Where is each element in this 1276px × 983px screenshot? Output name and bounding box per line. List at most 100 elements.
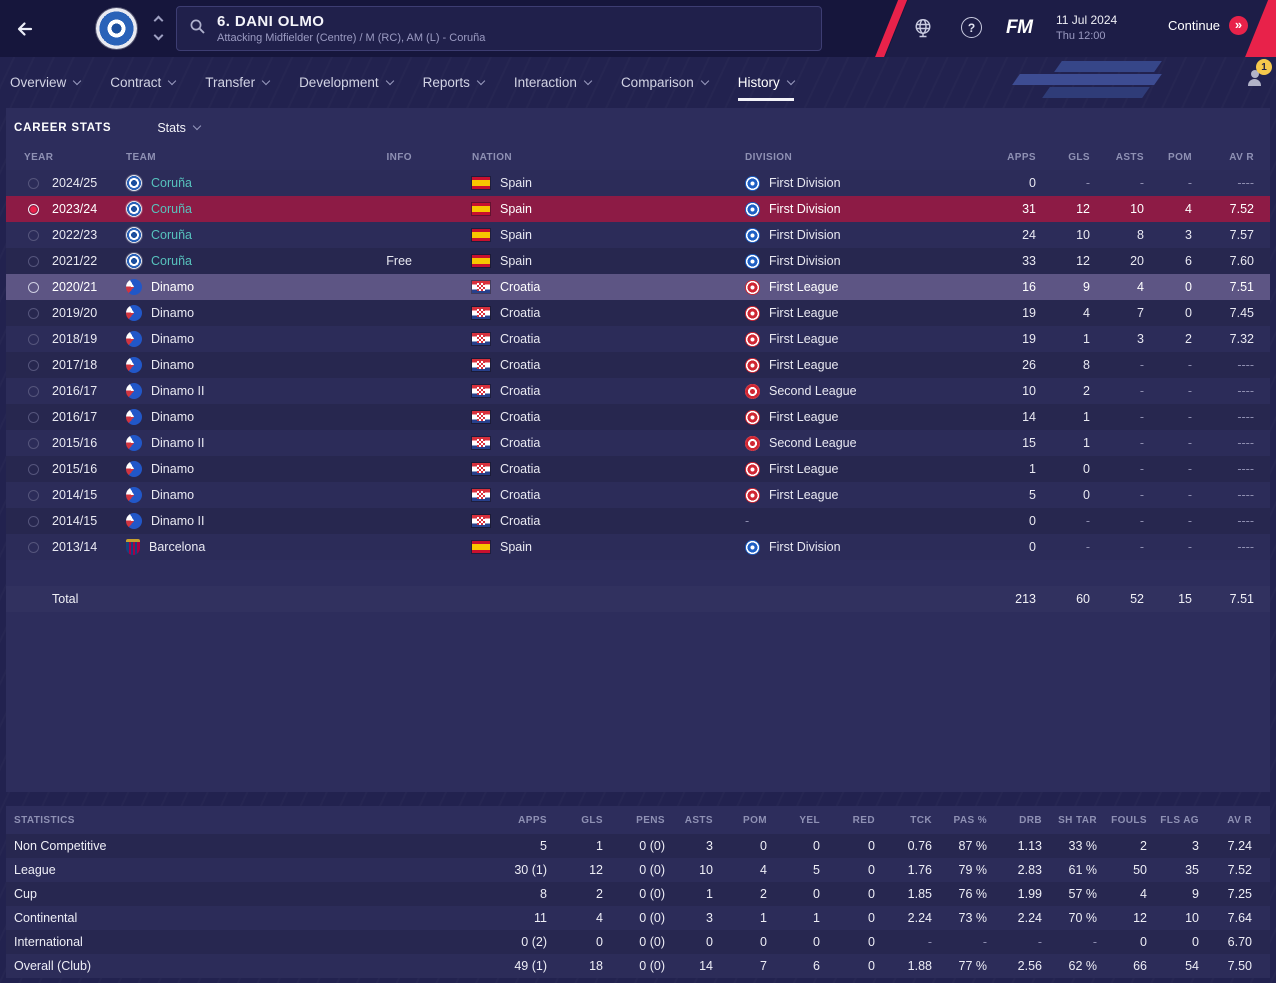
row-nation-name[interactable]: Croatia xyxy=(500,436,541,450)
row-team-name[interactable]: Coruña xyxy=(151,202,192,216)
row-radio[interactable] xyxy=(27,177,39,189)
row-radio[interactable] xyxy=(27,307,39,319)
row-nation-name[interactable]: Croatia xyxy=(500,488,541,502)
col-tck[interactable]: TCK xyxy=(910,814,932,826)
player-search-bar[interactable]: 6. DANI OLMO Attacking Midfielder (Centr… xyxy=(176,6,822,51)
col-asts[interactable]: ASTS xyxy=(1115,151,1144,163)
row-division-name[interactable]: First Division xyxy=(769,254,841,268)
row-nation-name[interactable]: Spain xyxy=(500,254,532,268)
col-info[interactable]: INFO xyxy=(386,151,412,163)
career-table-row[interactable]: 2014/15 Dinamo Croatia First League 5 0 … xyxy=(6,482,1270,508)
col-flsag[interactable]: FLS AG xyxy=(1160,814,1199,826)
stats-filter-dropdown[interactable]: Stats xyxy=(157,121,202,135)
col-apps[interactable]: APPS xyxy=(518,814,547,826)
col-pom[interactable]: POM xyxy=(1168,151,1192,163)
row-radio[interactable] xyxy=(27,359,39,371)
career-table-row[interactable]: 2015/16 Dinamo Croatia First League 1 0 … xyxy=(6,456,1270,482)
col-avr[interactable]: AV R xyxy=(1227,814,1252,826)
col-fouls[interactable]: FOULS xyxy=(1111,814,1147,826)
row-division-name[interactable]: First League xyxy=(769,462,839,476)
world-icon[interactable] xyxy=(911,16,935,45)
career-table-row[interactable]: 2013/14 Barcelona Spain First Division 0… xyxy=(6,534,1270,560)
row-team-name[interactable]: Dinamo xyxy=(151,410,195,424)
nav-tab-overview[interactable]: Overview xyxy=(10,57,82,108)
row-division-name[interactable]: First Division xyxy=(769,540,841,554)
row-radio[interactable] xyxy=(27,203,39,215)
col-division[interactable]: DIVISION xyxy=(745,151,793,163)
row-nation-name[interactable]: Croatia xyxy=(500,514,541,528)
row-nation-name[interactable]: Croatia xyxy=(500,410,541,424)
row-nation-name[interactable]: Spain xyxy=(500,228,532,242)
nav-tab-development[interactable]: Development xyxy=(299,57,394,108)
row-radio[interactable] xyxy=(27,255,39,267)
nav-tab-history[interactable]: History xyxy=(737,57,795,108)
row-division-name[interactable]: First League xyxy=(769,280,839,294)
row-division-name[interactable]: First Division xyxy=(769,176,841,190)
row-division-name[interactable]: First League xyxy=(769,306,839,320)
row-team-name[interactable]: Dinamo xyxy=(151,462,195,476)
row-division-name[interactable]: Second League xyxy=(769,436,857,450)
chevron-down-icon[interactable] xyxy=(153,30,164,41)
col-yel[interactable]: YEL xyxy=(799,814,820,826)
row-division-name[interactable]: First Division xyxy=(769,202,841,216)
col-pens[interactable]: PENS xyxy=(636,814,665,826)
career-table-row[interactable]: 2014/15 Dinamo II Croatia - 0 - - - ---- xyxy=(6,508,1270,534)
career-table-row[interactable]: 2016/17 Dinamo Croatia First League 14 1… xyxy=(6,404,1270,430)
stats-table-row[interactable]: Continental 11 4 0 (0) 3 1 1 0 2.24 73 % 2.24 70 %… xyxy=(6,906,1270,930)
row-division-name[interactable]: First League xyxy=(769,358,839,372)
row-division-name[interactable]: First Division xyxy=(769,228,841,242)
col-avr[interactable]: AV R xyxy=(1229,151,1254,163)
row-team-name[interactable]: Dinamo II xyxy=(151,514,205,528)
row-division-name[interactable]: Second League xyxy=(769,384,857,398)
col-year[interactable]: YEAR xyxy=(24,151,54,163)
row-nation-name[interactable]: Croatia xyxy=(500,358,541,372)
col-nation[interactable]: NATION xyxy=(472,151,512,163)
row-team-name[interactable]: Coruña xyxy=(151,176,192,190)
stats-table-row[interactable]: Overall (Club) 49 (1) 18 0 (0) 14 7 6 0 1.88 77 … xyxy=(6,954,1270,978)
career-table-row[interactable]: 2016/17 Dinamo II Croatia Second League … xyxy=(6,378,1270,404)
row-radio[interactable] xyxy=(27,281,39,293)
player-cycle-arrows[interactable] xyxy=(153,15,164,41)
col-gls[interactable]: GLS xyxy=(1068,151,1090,163)
nav-tab-contract[interactable]: Contract xyxy=(110,57,177,108)
row-nation-name[interactable]: Spain xyxy=(500,202,532,216)
row-division-name[interactable]: First League xyxy=(769,332,839,346)
row-radio[interactable] xyxy=(27,437,39,449)
row-team-name[interactable]: Coruña xyxy=(151,254,192,268)
row-nation-name[interactable]: Croatia xyxy=(500,332,541,346)
col-red[interactable]: RED xyxy=(852,814,875,826)
row-radio[interactable] xyxy=(27,385,39,397)
col-gls[interactable]: GLS xyxy=(581,814,603,826)
career-table-row[interactable]: 2018/19 Dinamo Croatia First League 19 1… xyxy=(6,326,1270,352)
row-radio[interactable] xyxy=(27,463,39,475)
help-icon[interactable]: ? xyxy=(961,17,982,38)
stats-table-row[interactable]: Cup 8 2 0 (0) 1 2 0 0 1.85 76 % 1.99 57 % 4 9 7.25 xyxy=(6,882,1270,906)
career-table-row[interactable]: 2022/23 Coruña Spain First Division 24 1… xyxy=(6,222,1270,248)
col-statistics[interactable]: STATISTICS xyxy=(14,814,75,826)
career-table-row[interactable]: 2020/21 Dinamo Croatia First League 16 9… xyxy=(6,274,1270,300)
nav-tab-interaction[interactable]: Interaction xyxy=(514,57,593,108)
career-table-row[interactable]: 2024/25 Coruña Spain First Division 0 - … xyxy=(6,170,1270,196)
col-team[interactable]: TEAM xyxy=(126,151,156,163)
row-nation-name[interactable]: Croatia xyxy=(500,280,541,294)
row-team-name[interactable]: Dinamo II xyxy=(151,384,205,398)
nav-tab-reports[interactable]: Reports xyxy=(423,57,486,108)
row-radio[interactable] xyxy=(27,229,39,241)
row-radio[interactable] xyxy=(27,489,39,501)
row-nation-name[interactable]: Croatia xyxy=(500,306,541,320)
notification-icon[interactable]: 1 xyxy=(1242,59,1272,91)
col-pom[interactable]: POM xyxy=(743,814,767,826)
col-pas[interactable]: PAS % xyxy=(953,814,987,826)
row-division-name[interactable]: First League xyxy=(769,488,839,502)
career-table-row[interactable]: 2021/22 Coruña Free Spain First Division… xyxy=(6,248,1270,274)
stats-table-row[interactable]: International 0 (2) 0 0 (0) 0 0 0 0 - - - - 0 0 6.70 xyxy=(6,930,1270,954)
row-radio[interactable] xyxy=(27,515,39,527)
row-nation-name[interactable]: Spain xyxy=(500,176,532,190)
row-division-name[interactable]: - xyxy=(745,514,750,528)
row-nation-name[interactable]: Croatia xyxy=(500,384,541,398)
col-drb[interactable]: DRB xyxy=(1019,814,1042,826)
career-table-row[interactable]: 2023/24 Coruña Spain First Division 31 1… xyxy=(6,196,1270,222)
row-team-name[interactable]: Dinamo xyxy=(151,358,195,372)
row-team-name[interactable]: Dinamo xyxy=(151,280,195,294)
stats-table-row[interactable]: Non Competitive 5 1 0 (0) 3 0 0 0 0.76 87 % 1.13 3… xyxy=(6,834,1270,858)
